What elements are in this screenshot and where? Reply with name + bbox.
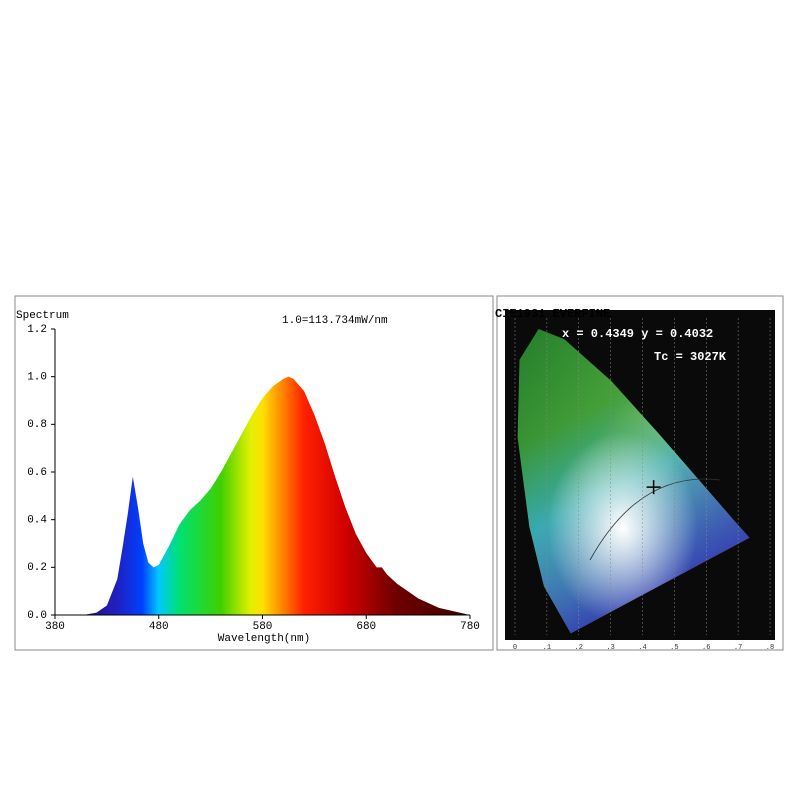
planckian-locus — [589, 478, 721, 561]
annotation: Tc = 3027K — [654, 350, 727, 364]
x-tick-label: 680 — [356, 621, 376, 633]
y-tick-label: 1.0 — [27, 372, 47, 384]
spectrum-area — [55, 376, 470, 615]
y-tick-label: 0.4 — [27, 515, 47, 527]
y-tick-label: 0.8 — [27, 419, 47, 431]
x-tick-label: .5 — [670, 644, 678, 652]
x-tick-label: 580 — [253, 621, 273, 633]
y-tick-label: 0.0 — [27, 610, 47, 622]
chromaticity-point — [646, 480, 661, 495]
y-tick-label: 0.6 — [27, 467, 47, 479]
annotation: 1.0=113.734mW/nm — [282, 315, 388, 327]
x-tick-label: .6 — [702, 644, 710, 652]
x-tick-label: 0 — [513, 644, 517, 652]
x-tick-label: 380 — [45, 621, 65, 633]
cie-title: CIE1931 EVERFINE — [495, 307, 610, 321]
y-tick-label: 1.2 — [27, 324, 47, 336]
x-tick-label: .1 — [543, 644, 551, 652]
x-tick-label: .2 — [575, 644, 583, 652]
x-axis-label: Wavelength(nm) — [218, 633, 310, 645]
x-tick-label: .3 — [606, 644, 614, 652]
x-tick-label: .4 — [638, 644, 646, 652]
x-tick-label: 480 — [149, 621, 169, 633]
y-tick-label: 0.2 — [27, 562, 47, 574]
annotation: x = 0.4349 y = 0.4032 — [562, 327, 713, 341]
x-tick-label: .8 — [766, 644, 774, 652]
x-tick-label: .7 — [734, 644, 742, 652]
spectrum-plot: 0.0 0.2 0.4 0.6 0.8 1.0 1.2 380 480 580 680 780 — [27, 324, 480, 633]
x-tick-label: 780 — [460, 621, 480, 633]
chart-title: Spectrum — [16, 310, 69, 322]
